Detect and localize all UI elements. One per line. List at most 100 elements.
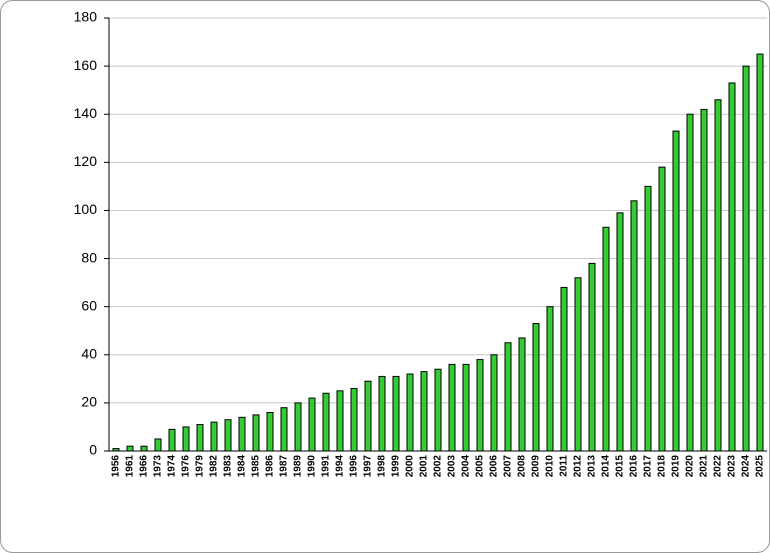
x-tick-label: 1996 bbox=[349, 455, 360, 478]
bar bbox=[588, 262, 596, 452]
y-tick-label: 20 bbox=[81, 394, 97, 410]
bar bbox=[630, 200, 638, 452]
bar bbox=[714, 99, 722, 452]
bar bbox=[434, 368, 442, 452]
x-tick-label: 2021 bbox=[699, 455, 710, 478]
x-tick-label: 2020 bbox=[685, 455, 696, 478]
bar bbox=[756, 53, 764, 452]
x-tick-label: 2016 bbox=[629, 455, 640, 478]
bar bbox=[336, 390, 344, 452]
bar bbox=[126, 445, 134, 452]
x-tick-label: 1983 bbox=[223, 455, 234, 478]
x-tick-label: 2023 bbox=[727, 455, 738, 478]
bar bbox=[532, 323, 540, 452]
x-tick-label: 1987 bbox=[279, 455, 290, 478]
y-tick-label: 0 bbox=[89, 442, 97, 458]
bar bbox=[574, 277, 582, 452]
x-tick-label: 2005 bbox=[475, 455, 486, 478]
bar bbox=[308, 397, 316, 452]
bar bbox=[658, 166, 666, 452]
bar bbox=[504, 342, 512, 452]
bar bbox=[560, 286, 568, 452]
bar bbox=[420, 371, 428, 452]
x-tick-label: 2004 bbox=[461, 455, 472, 478]
bar bbox=[406, 373, 414, 452]
x-tick-label: 1973 bbox=[153, 455, 164, 478]
x-tick-label: 2022 bbox=[713, 455, 724, 478]
bar bbox=[182, 426, 190, 452]
bar bbox=[448, 363, 456, 452]
x-tick-label: 2007 bbox=[503, 455, 514, 478]
y-tick-label: 100 bbox=[74, 201, 98, 217]
bar bbox=[644, 185, 652, 452]
x-tick-label: 1989 bbox=[293, 455, 304, 478]
x-tick-label: 1984 bbox=[237, 455, 248, 478]
x-tick-label: 2001 bbox=[419, 455, 430, 478]
x-tick-label: 2015 bbox=[615, 455, 626, 478]
bar bbox=[378, 375, 386, 452]
x-tick-label: 2010 bbox=[545, 455, 556, 478]
x-tick-label: 1997 bbox=[363, 455, 374, 478]
x-tick-label: 2009 bbox=[531, 455, 542, 478]
bar bbox=[700, 108, 708, 452]
x-tick-label: 1990 bbox=[307, 455, 318, 478]
y-tick-label: 180 bbox=[74, 9, 98, 25]
bar bbox=[280, 407, 288, 452]
bar bbox=[490, 354, 498, 452]
bar bbox=[140, 445, 148, 452]
x-tick-label: 1974 bbox=[167, 455, 178, 478]
bar bbox=[294, 402, 302, 452]
bar bbox=[686, 113, 694, 452]
bar bbox=[364, 380, 372, 452]
bar bbox=[476, 359, 484, 452]
x-tick-label: 2008 bbox=[517, 455, 528, 478]
bar bbox=[224, 419, 232, 452]
x-tick-label: 1976 bbox=[181, 455, 192, 478]
bar bbox=[728, 82, 736, 452]
bar bbox=[546, 306, 554, 452]
x-tick-label: 1998 bbox=[377, 455, 388, 478]
x-tick-label: 2019 bbox=[671, 455, 682, 478]
bar bbox=[238, 416, 246, 452]
y-tick-label: 80 bbox=[81, 249, 97, 265]
x-tick-label: 1999 bbox=[391, 455, 402, 478]
x-tick-label: 2002 bbox=[433, 455, 444, 478]
x-tick-label: 2003 bbox=[447, 455, 458, 478]
bar bbox=[112, 448, 120, 452]
bar bbox=[196, 424, 204, 452]
bar bbox=[616, 212, 624, 452]
bar bbox=[742, 65, 750, 452]
x-tick-label: 1994 bbox=[335, 455, 346, 478]
y-tick-label: 120 bbox=[74, 153, 98, 169]
x-tick-label: 1991 bbox=[321, 455, 332, 478]
x-tick-label: 1966 bbox=[139, 455, 150, 478]
x-tick-label: 2025 bbox=[755, 455, 766, 478]
x-tick-label: 2013 bbox=[587, 455, 598, 478]
bar bbox=[462, 363, 470, 452]
bar bbox=[154, 438, 162, 452]
x-tick-label: 2014 bbox=[601, 455, 612, 478]
x-tick-label: 1982 bbox=[209, 455, 220, 478]
bar bbox=[168, 428, 176, 452]
x-tick-label: 2017 bbox=[643, 455, 654, 478]
x-tick-label: 1985 bbox=[251, 455, 262, 478]
bar bbox=[266, 412, 274, 452]
y-tick-label: 140 bbox=[74, 105, 98, 121]
bar bbox=[602, 226, 610, 452]
x-tick-label: 1986 bbox=[265, 455, 276, 478]
bar bbox=[252, 414, 260, 452]
x-tick-label: 2024 bbox=[741, 455, 752, 478]
bar bbox=[392, 375, 400, 452]
x-tick-label: 1961 bbox=[125, 455, 136, 478]
bar bbox=[322, 392, 330, 452]
x-tick-label: 2011 bbox=[559, 455, 570, 477]
bar bbox=[210, 421, 218, 452]
x-tick-label: 2018 bbox=[657, 455, 668, 478]
x-tick-label: 2006 bbox=[489, 455, 500, 478]
y-tick-label: 40 bbox=[81, 345, 97, 361]
x-tick-label: 2012 bbox=[573, 455, 584, 478]
y-tick-label: 60 bbox=[81, 297, 97, 313]
x-tick-label: 1956 bbox=[111, 455, 122, 478]
x-tick-label: 1979 bbox=[195, 455, 206, 478]
